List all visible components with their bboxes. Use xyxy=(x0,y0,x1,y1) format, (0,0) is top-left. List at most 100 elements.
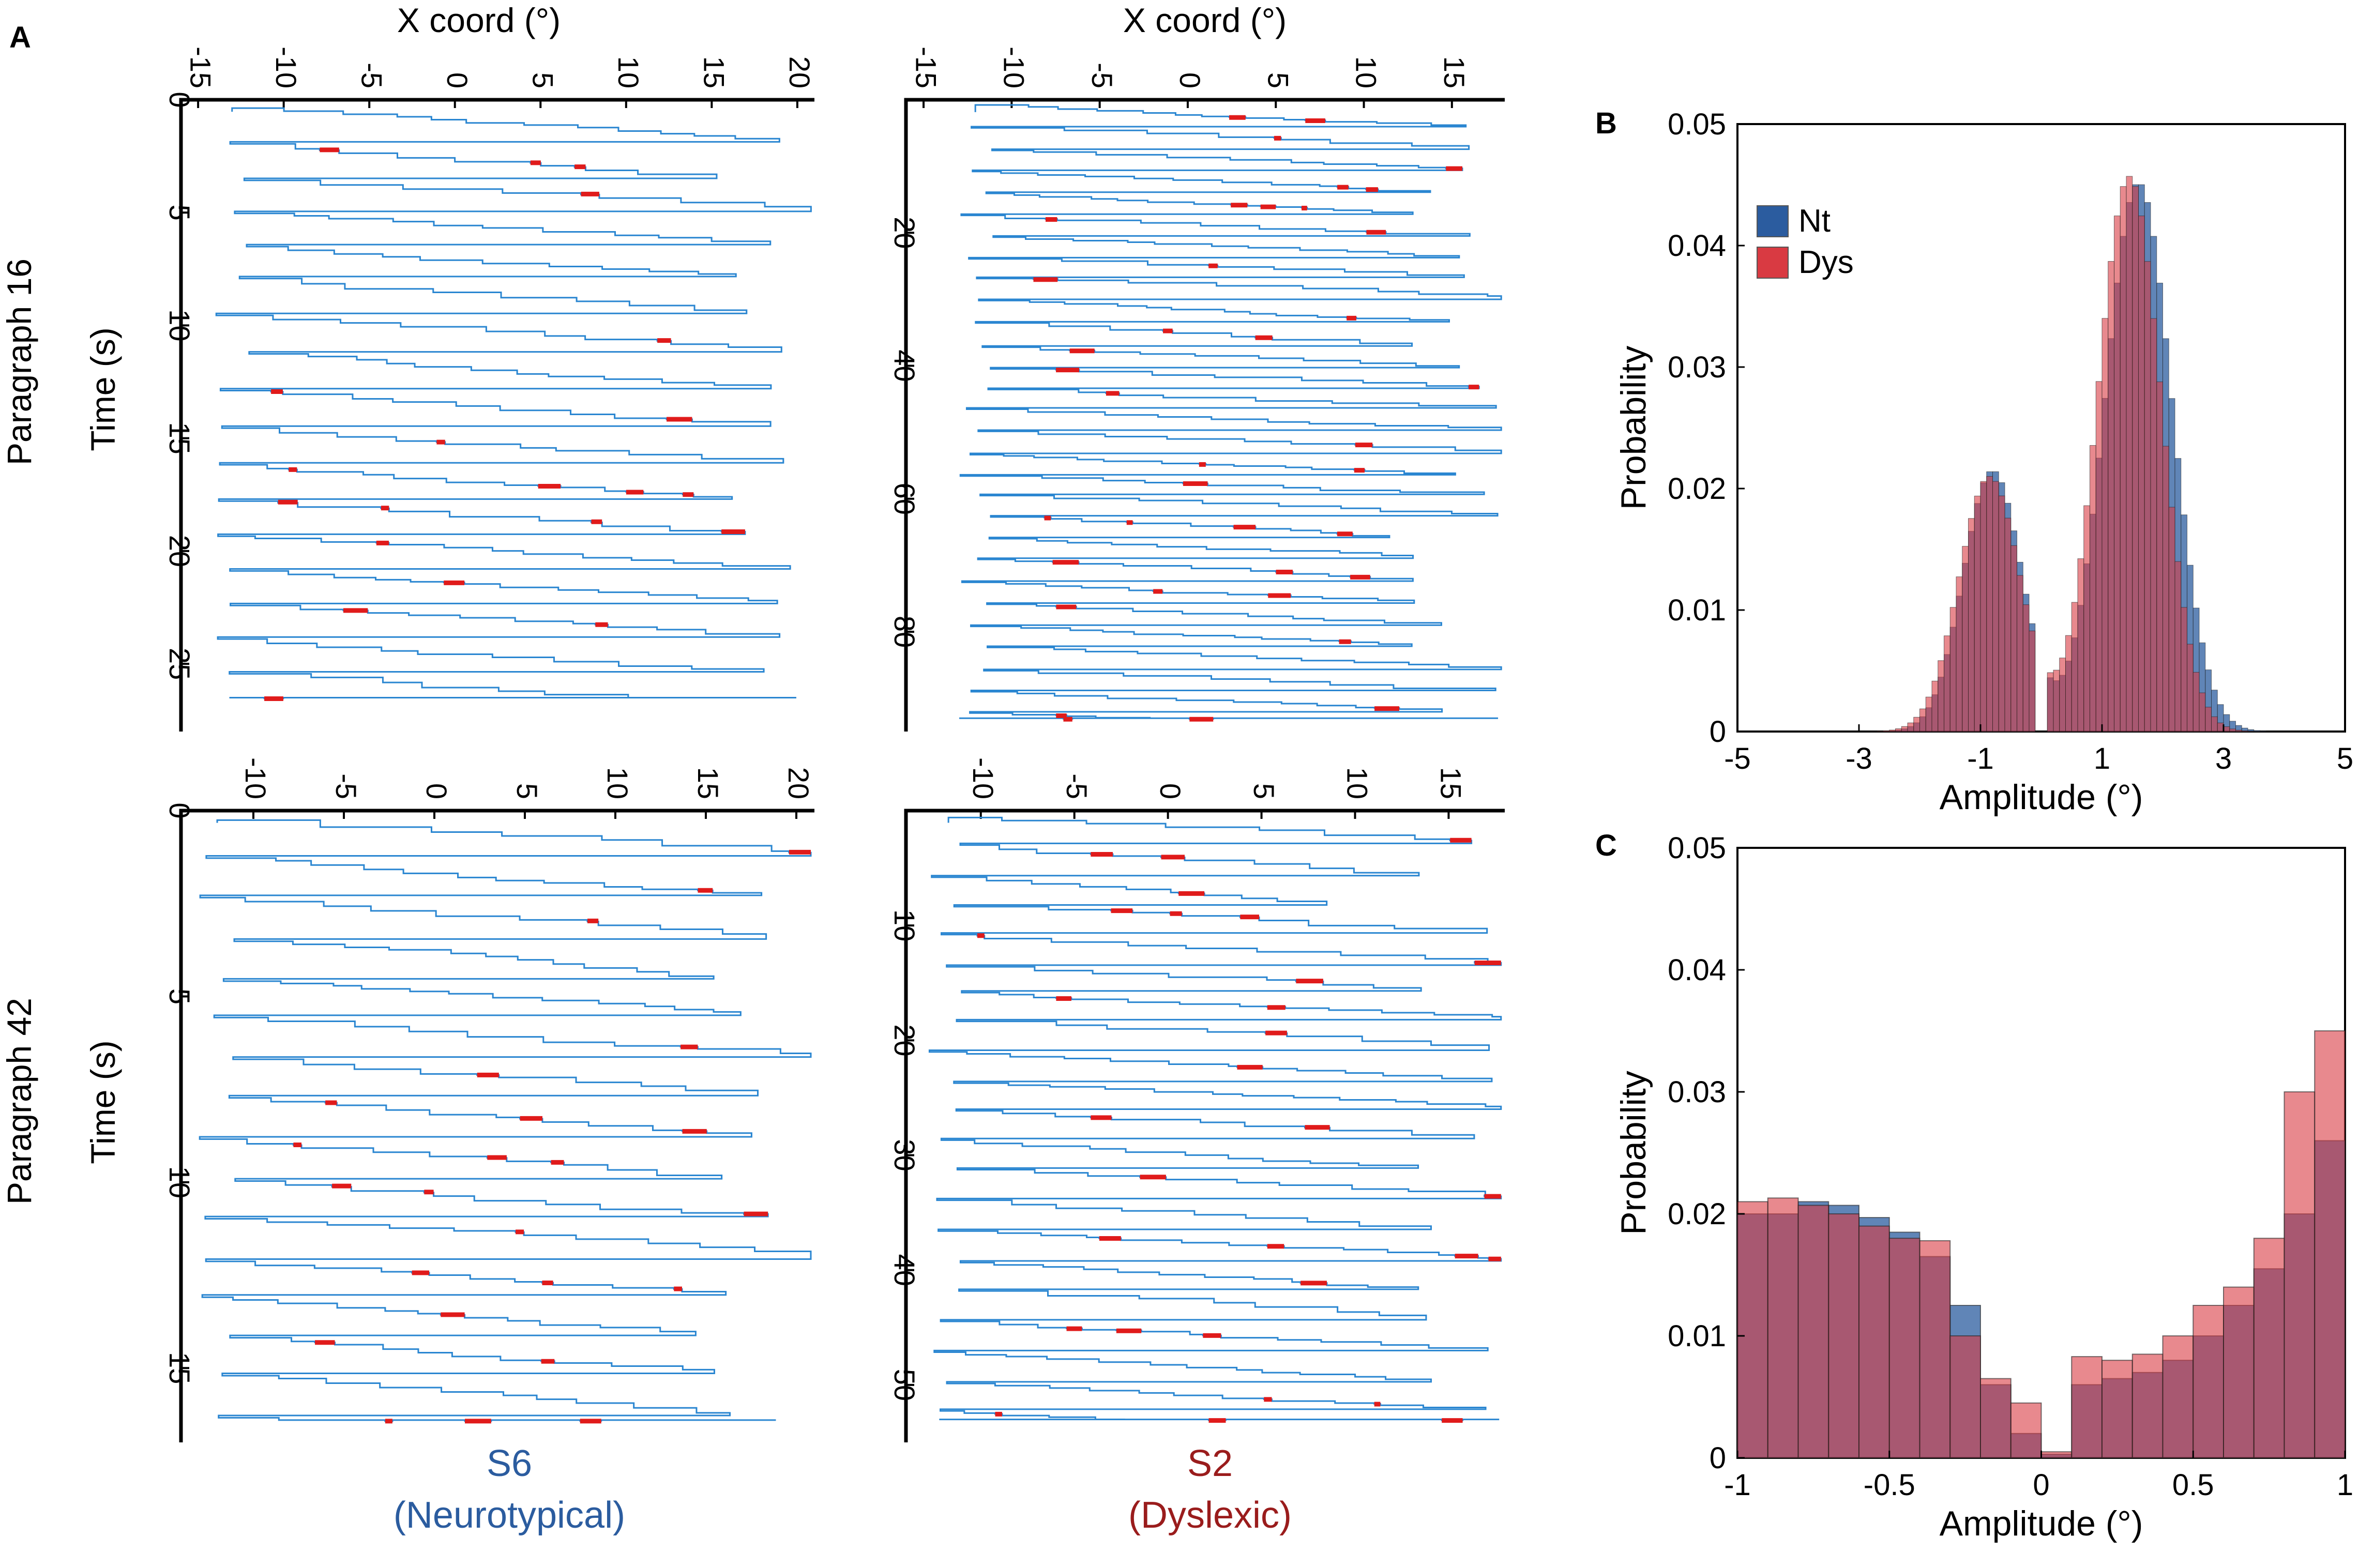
y-tick-label: 20 xyxy=(888,217,921,249)
x-tick-label: 0 xyxy=(2033,1468,2049,1502)
bar-dys xyxy=(2211,716,2218,732)
bar-dys xyxy=(2090,445,2096,732)
subject-id-s2: S2 xyxy=(1187,1443,1233,1484)
panel-letter-c: C xyxy=(1595,829,1617,862)
scanpath-plot-2: -15 -10 -5 0 5 10 15 20 40 60 80 xyxy=(888,47,1505,732)
histogram-panel-b: -5 -3 -1 1 3 5 0 0.01 0.02 0.03 0.04 0.05 Amplitude … xyxy=(1614,108,2353,817)
x-tick-label: 15 xyxy=(692,767,724,799)
x-tick-label: -5 xyxy=(355,63,388,88)
x-tick-label: 5 xyxy=(2337,742,2353,775)
bar-dys xyxy=(2040,1451,2073,1458)
bar-dys xyxy=(2223,726,2230,732)
y-tick-label: 0 xyxy=(163,802,196,818)
x-tick-label: 10 xyxy=(601,767,634,799)
x-tick-label: 1 xyxy=(2094,742,2110,775)
scanpath-plot-1: -15 -10 -5 0 5 10 15 20 0 5 10 15 20 25 xyxy=(163,47,816,732)
x-tick-label: -15 xyxy=(184,47,217,88)
bar-dys xyxy=(2192,672,2200,732)
legend-swatch-nt xyxy=(1757,205,1789,237)
y-tick-label: 0 xyxy=(163,92,196,108)
y-tick-label: 0.02 xyxy=(1668,1197,1726,1231)
y-tick-label: 10 xyxy=(163,1166,196,1198)
bar-dys xyxy=(2314,1030,2346,1458)
axis-lines xyxy=(904,98,1505,732)
bar-dys xyxy=(2131,1353,2164,1458)
bar-dys xyxy=(1913,717,1920,732)
y-tick-label: 50 xyxy=(888,1369,921,1401)
y-tick-label: 15 xyxy=(163,422,196,454)
x-tick-label: -5 xyxy=(1724,742,1751,775)
x-tick-label: 3 xyxy=(2215,742,2232,775)
subject-group-s2: (Dyslexic) xyxy=(1128,1495,1292,1536)
y-axis-title: Probability xyxy=(1614,1071,1653,1235)
bar-dys xyxy=(1925,696,1932,732)
bar-dys xyxy=(2253,1238,2285,1458)
bar-dys xyxy=(1919,708,1926,732)
bar-dys xyxy=(2108,261,2114,732)
bar-dys xyxy=(1907,722,1914,732)
bar-dys xyxy=(2029,630,2036,732)
y-axis-title: Probability xyxy=(1614,346,1653,510)
bar-dys xyxy=(2017,575,2023,732)
bar-dys xyxy=(1888,1238,1921,1458)
y-tick-label: 0.01 xyxy=(1668,1319,1726,1353)
bar-dys xyxy=(2132,186,2139,732)
bar-dys xyxy=(1883,730,1890,732)
x-axis-title: Amplitude (°) xyxy=(1940,778,2143,817)
x-tick-label: -15 xyxy=(910,47,942,88)
subject-id-s6: S6 xyxy=(487,1443,532,1484)
bar-dys xyxy=(2150,318,2157,732)
x-tick-label: 0 xyxy=(441,72,474,88)
legend-label-nt: Nt xyxy=(1798,203,1831,239)
bar-dys xyxy=(2205,707,2212,732)
y-axis-title-row1: Time (s) xyxy=(84,327,122,451)
y-tick-label: 20 xyxy=(163,535,196,567)
bar-dys xyxy=(1895,728,1902,732)
x-axis-title-s6: X coord (°) xyxy=(397,1,561,39)
bar-dys xyxy=(1901,726,1908,732)
y-tick-label: 0.02 xyxy=(1668,472,1726,506)
bar-dys xyxy=(2156,382,2163,732)
bar-dys xyxy=(2199,692,2206,732)
bar-dys xyxy=(2004,517,2012,732)
bar-dys xyxy=(2047,672,2054,732)
y-tick-label: 10 xyxy=(888,909,921,941)
y-tick-label: 0.03 xyxy=(1668,1075,1726,1109)
y-tick-label: 0.01 xyxy=(1668,593,1726,627)
bar-dys xyxy=(2114,216,2121,732)
y-tick-label: 40 xyxy=(888,1254,921,1286)
y-tick-label: 0 xyxy=(1710,1441,1726,1475)
scanpath-plots: -15 -10 -5 0 5 10 15 20 0 5 10 15 20 25 -15 -10 -5 0 5 10 15… xyxy=(163,47,1505,1442)
y-tick-label: 20 xyxy=(888,1024,921,1056)
x-tick-label: -3 xyxy=(1846,742,1872,775)
axis-lines xyxy=(179,809,814,1442)
x-tick-label: 0 xyxy=(420,783,453,799)
bar-dys xyxy=(2095,381,2103,732)
bar-dys xyxy=(2284,1091,2316,1458)
y-tick-label: 0.05 xyxy=(1668,108,1726,141)
y-tick-label: 60 xyxy=(888,483,921,515)
bar-dys xyxy=(2241,730,2248,732)
bar-dys xyxy=(1828,1213,1859,1458)
bar-dys xyxy=(2071,602,2078,732)
bar-dys xyxy=(1992,481,1999,732)
scanpath-series-line xyxy=(199,819,812,1422)
bar-dys xyxy=(1980,481,1987,732)
bar-dys xyxy=(2065,635,2072,732)
y-axis-title-row2: Time (s) xyxy=(84,1040,122,1164)
scanpath-plot-3: -10 -5 0 5 10 15 20 0 5 10 15 xyxy=(163,757,815,1442)
x-tick-label: 15 xyxy=(1435,767,1468,799)
bar-dys xyxy=(1858,1225,1890,1459)
x-tick-label: -10 xyxy=(239,757,272,799)
y-tick-label: 5 xyxy=(163,988,196,1004)
bar-dys xyxy=(2247,730,2255,732)
bar-dys xyxy=(1998,495,2005,732)
x-tick-label: 5 xyxy=(526,72,559,88)
bar-dys xyxy=(2101,1360,2133,1458)
legend-label-dys: Dys xyxy=(1798,245,1854,280)
y-tick-label: 0.05 xyxy=(1668,831,1726,865)
x-axis-title: Amplitude (°) xyxy=(1940,1504,2143,1543)
x-tick-label: -10 xyxy=(998,47,1031,88)
bar-dys xyxy=(2083,505,2090,732)
